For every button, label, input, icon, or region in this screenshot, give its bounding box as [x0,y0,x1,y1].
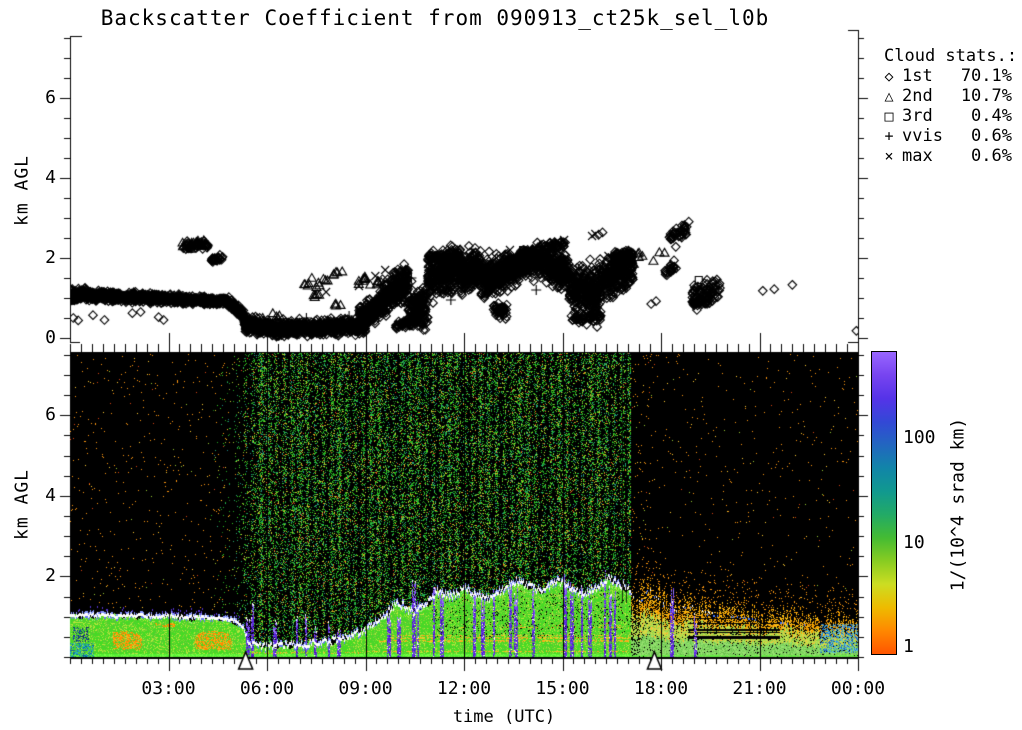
legend-row-2nd: △ 2nd 10.7% [876,86,1022,106]
x-tick-label: 06:00 [239,678,295,699]
triangle-icon: △ [884,87,894,105]
cloud-stats-legend: Cloud stats.: ◇ 1st 70.1% △ 2nd 10.7% □ 3rd 0.4%… [876,46,1022,166]
legend-label: 3rd [902,106,933,126]
x-tick-label: 15:00 [535,678,590,699]
legend-label: vvis [902,126,943,146]
bottom-y-tick-label: 4 [45,484,56,506]
legend-title: Cloud stats.: [884,46,1018,66]
top-y-tick-label: 4 [45,167,56,188]
legend-label: max [902,146,933,166]
cross-icon: × [884,147,894,165]
colorbar-tick-label: 1 [903,636,914,658]
legend-row-1st: ◇ 1st 70.1% [876,66,1022,86]
top-y-tick-label: 2 [45,247,56,268]
colorbar-tick-label: 100 [903,427,936,449]
square-icon: □ [884,107,894,125]
x-tick-label: 12:00 [436,678,492,699]
legend-label: 2nd [902,86,933,106]
legend-row-max: × max 0.6% [876,146,1022,166]
legend-value: 0.6% [971,126,1012,146]
chart-title: Backscatter Coefficient from 090913_ct25… [100,6,770,30]
legend-value: 70.1% [960,66,1012,86]
legend-value: 10.7% [960,86,1012,106]
x-tick-label: 18:00 [633,678,689,699]
colorbar-axis-label: 1/(10^4 srad km) [947,417,969,592]
top-y-tick-label: 6 [45,87,56,108]
x-axis-label: time (UTC) [452,707,556,727]
x-tick-label: 21:00 [732,678,787,699]
legend-row-3rd: □ 3rd 0.4% [876,106,1022,126]
colorbar-gradient [871,351,897,655]
colorbar-tick-label: 10 [903,531,925,553]
legend-row-vvis: + vvis 0.6% [876,126,1022,146]
top-panel-y-axis-label: km AGL [11,154,33,227]
plus-icon: + [884,127,894,145]
bottom-y-tick-label: 6 [45,404,56,426]
x-tick-label: 03:00 [141,678,196,699]
legend-value: 0.6% [971,146,1012,166]
x-tick-label: 00:00 [830,678,886,699]
legend-value: 0.4% [971,106,1012,126]
legend-label: 1st [902,66,933,86]
diamond-icon: ◇ [884,67,894,85]
x-tick-label: 09:00 [338,678,393,699]
top-y-tick-label: 0 [45,327,56,348]
bottom-y-tick-label: 2 [45,565,56,587]
